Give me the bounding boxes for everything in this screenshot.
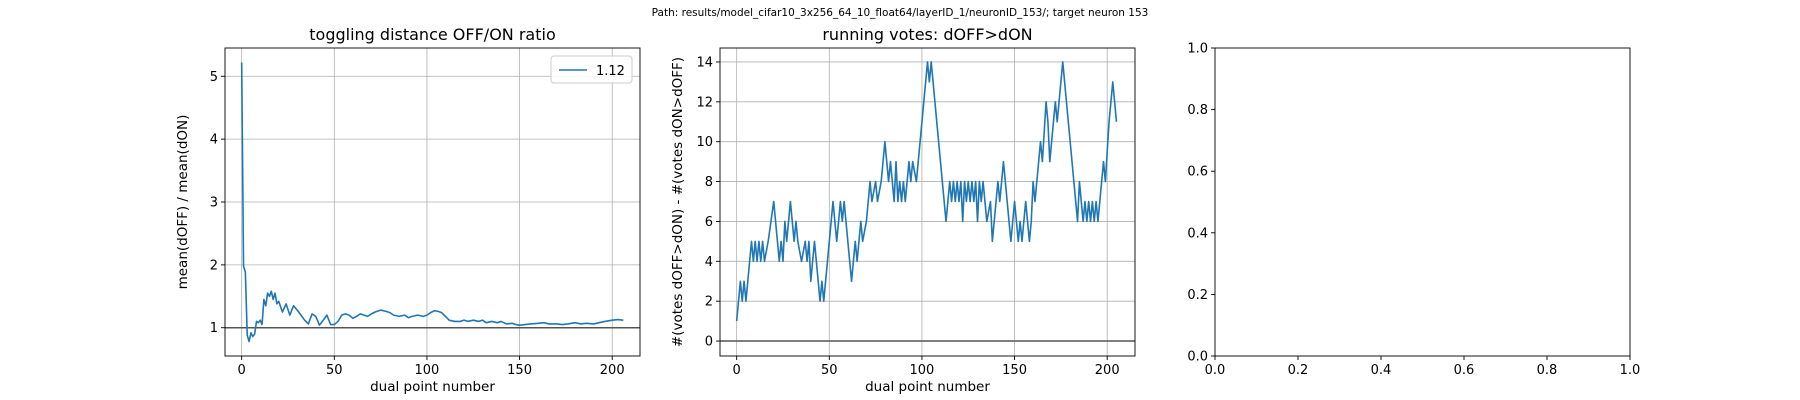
series-line-1 — [240, 62, 624, 343]
chart-1: 0 50 100 150 200 1 2 3 4 5 toggling distance OFF/O… — [175, 25, 641, 395]
y-axis-label: #(votes dOFF>dON) - #(votes dON>dOFF) — [670, 57, 686, 347]
x-tick-label: 0.0 — [1205, 363, 1226, 378]
y-tick-label: 0.8 — [1187, 103, 1208, 118]
y-tick-label: 0.4 — [1187, 226, 1208, 241]
y-tick-label: 4 — [705, 255, 713, 270]
x-tick-label: 0 — [238, 363, 246, 378]
chart-title: running votes: dOFF>dON — [822, 25, 1032, 44]
y-tick-label: 0 — [705, 335, 713, 350]
legend-box — [550, 55, 633, 84]
x-tick-label: 200 — [600, 363, 625, 378]
x-tick-label: 50 — [326, 363, 343, 378]
axes-frame — [719, 47, 1136, 357]
x-tick-label: 100 — [415, 363, 440, 378]
figure-suptitle: Path: results/model_cifar10_3x256_64_10_… — [651, 7, 1149, 19]
y-tick-label: 6 — [705, 215, 713, 230]
legend-label: 1.12 — [596, 64, 625, 79]
x-tick-label: 1.0 — [1620, 363, 1641, 378]
x-axis-label: dual point number — [370, 379, 495, 395]
x-tick-label: 50 — [821, 363, 838, 378]
x-tick-label: 100 — [910, 363, 935, 378]
y-tick-label: 3 — [210, 196, 218, 211]
x-tick-label: 150 — [507, 363, 532, 378]
series-line-1 — [735, 61, 1118, 322]
axes-frame — [1214, 47, 1631, 357]
x-tick-label: 0 — [733, 363, 741, 378]
x-tick-label: 0.8 — [1537, 363, 1558, 378]
plot-area — [720, 48, 1135, 356]
x-tick-label: 0.4 — [1371, 363, 1392, 378]
x-tick-label: 200 — [1095, 363, 1120, 378]
y-tick-label: 1.0 — [1187, 42, 1208, 57]
y-axis-label: mean(dOFF) / mean(dON) — [175, 115, 191, 290]
x-axis-label: dual point number — [865, 379, 990, 395]
y-tick-label: 2 — [705, 295, 713, 310]
chart-3: 0.0 0.2 0.4 0.6 0.8 1.0 0.0 0.2 0.4 0.6 0.8 1.0 — [1187, 42, 1640, 379]
y-tick-label: 0.6 — [1187, 165, 1208, 180]
plot-area — [1215, 48, 1630, 356]
chart-title: toggling distance OFF/ON ratio — [309, 25, 555, 44]
x-tick-label: 150 — [1002, 363, 1027, 378]
x-tick-label: 0.2 — [1288, 363, 1309, 378]
y-tick-label: 2 — [210, 258, 218, 273]
y-tick-label: 1 — [210, 321, 218, 336]
y-tick-label: 0.0 — [1187, 350, 1208, 365]
y-tick-label: 14 — [696, 55, 713, 70]
chart-2: 0 50 100 150 200 0 2 4 6 8 10 12 14 running votes: dO… — [670, 25, 1136, 395]
y-tick-label: 0.2 — [1187, 288, 1208, 303]
y-tick-label: 10 — [696, 135, 713, 150]
y-tick-label: 5 — [210, 70, 218, 85]
y-tick-label: 4 — [210, 133, 218, 148]
y-tick-label: 12 — [696, 95, 713, 110]
y-tick-label: 8 — [705, 175, 713, 190]
x-tick-label: 0.6 — [1454, 363, 1475, 378]
